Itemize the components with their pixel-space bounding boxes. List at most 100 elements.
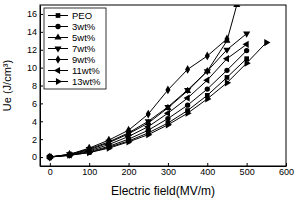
series-marker — [203, 77, 209, 84]
x-tick: 600 — [279, 163, 294, 177]
legend-label: 5wt% — [72, 32, 96, 43]
series-marker — [165, 86, 170, 95]
legend-label: 3wt% — [72, 21, 96, 32]
legend-marker — [54, 67, 60, 74]
series-marker — [243, 32, 250, 38]
series-marker — [225, 75, 230, 80]
series-marker — [233, 5, 240, 7]
legend: PEO3wt%5wt%7wt%9wt%11wt%13wt% — [44, 8, 106, 89]
y-tick: 4 — [32, 117, 43, 127]
x-tick: 200 — [122, 163, 137, 177]
series-marker — [264, 39, 270, 46]
legend-label: 9wt% — [72, 54, 96, 65]
series-marker — [204, 69, 211, 75]
y-tick-mark — [40, 121, 43, 122]
y-tick-label: 0 — [32, 152, 37, 162]
series-line — [50, 5, 237, 157]
series-marker — [205, 95, 211, 102]
y-tick-label: 8 — [32, 81, 37, 91]
series-marker — [107, 145, 113, 152]
series-marker — [146, 110, 151, 119]
data-layer — [46, 5, 271, 161]
y-tick: 16 — [27, 9, 43, 19]
series-marker — [224, 68, 229, 73]
series-marker — [144, 123, 150, 130]
legend-marker — [54, 46, 61, 52]
legend-label: 13wt% — [72, 76, 101, 87]
x-tick: 400 — [200, 163, 215, 177]
x-tick: 0 — [48, 163, 53, 177]
x-tick-mark — [247, 163, 248, 166]
series-marker — [223, 55, 229, 62]
series-marker — [164, 110, 170, 117]
series-marker — [223, 48, 230, 54]
x-tick-label: 200 — [122, 167, 137, 177]
x-tick-mark — [168, 163, 169, 166]
x-tick-label: 500 — [240, 167, 255, 177]
series-marker — [183, 94, 189, 101]
y-tick-label: 6 — [32, 99, 37, 109]
series-marker — [225, 79, 231, 86]
series-line — [50, 34, 247, 157]
series-marker — [164, 105, 171, 111]
legend-label: 11wt% — [72, 65, 100, 76]
x-axis: 0 100 200 300 400 500 600 — [41, 163, 295, 177]
series-marker — [146, 131, 152, 138]
y-tick: 2 — [32, 135, 43, 145]
series-marker — [67, 152, 73, 159]
plot-area: 0 100 200 300 400 500 600 0 2 4 6 8 10 12 14 16 PEO3wt%5… — [27, 1, 294, 178]
legend-label: 7wt% — [72, 43, 96, 54]
x-tick-label: 400 — [200, 167, 215, 177]
y-tick-label: 14 — [27, 27, 37, 37]
y-tick: 6 — [32, 99, 43, 109]
x-tick-mark — [89, 163, 90, 166]
series-marker — [185, 65, 190, 74]
y-tick-label: 12 — [27, 45, 37, 55]
y-tick-mark — [40, 86, 43, 87]
legend-marker — [56, 78, 62, 85]
series-marker — [244, 48, 249, 53]
series-marker — [166, 121, 172, 128]
y-tick-label: 10 — [27, 63, 37, 73]
legend-marker — [55, 55, 60, 64]
series-line — [50, 51, 247, 157]
series-marker — [245, 60, 251, 67]
y-tick-mark — [40, 139, 43, 140]
series-line — [50, 44, 247, 157]
y-tick-label: 16 — [27, 9, 37, 19]
x-tick-label: 300 — [161, 167, 176, 177]
series-marker — [186, 110, 192, 117]
series-line — [50, 39, 227, 157]
x-tick-label: 0 — [48, 167, 53, 177]
y-axis: 0 2 4 6 8 10 12 14 16 — [27, 6, 43, 167]
series-line — [50, 59, 247, 157]
y-tick: 10 — [27, 63, 43, 73]
x-tick: 300 — [161, 163, 176, 177]
legend-label: PEO — [72, 10, 92, 21]
y-tick-mark — [40, 50, 43, 51]
x-tick-mark — [50, 163, 51, 166]
series-marker — [205, 52, 210, 61]
y-axis-title: Ue (J/cm³) — [1, 60, 13, 111]
series-marker — [205, 86, 210, 91]
series-marker — [243, 41, 249, 48]
chart: 0 100 200 300 400 500 600 0 2 4 6 8 10 12 14 16 PEO3wt%5… — [0, 0, 300, 200]
x-tick-mark — [207, 163, 208, 166]
series-marker — [165, 116, 170, 121]
legend-box — [44, 8, 106, 89]
y-tick-label: 2 — [32, 135, 37, 145]
x-tick-label: 100 — [82, 167, 97, 177]
series-marker — [184, 88, 191, 94]
series-marker — [48, 153, 54, 160]
y-tick: 8 — [32, 81, 43, 91]
series-marker — [87, 149, 93, 156]
y-tick: 0 — [32, 152, 43, 162]
series-marker — [224, 35, 229, 44]
legend-marker — [55, 24, 60, 29]
x-tick-mark — [286, 163, 287, 166]
series-line — [50, 43, 266, 157]
y-tick-mark — [40, 68, 43, 69]
x-tick-label: 600 — [279, 167, 294, 177]
y-tick-mark — [40, 103, 43, 104]
series-marker — [185, 103, 190, 108]
